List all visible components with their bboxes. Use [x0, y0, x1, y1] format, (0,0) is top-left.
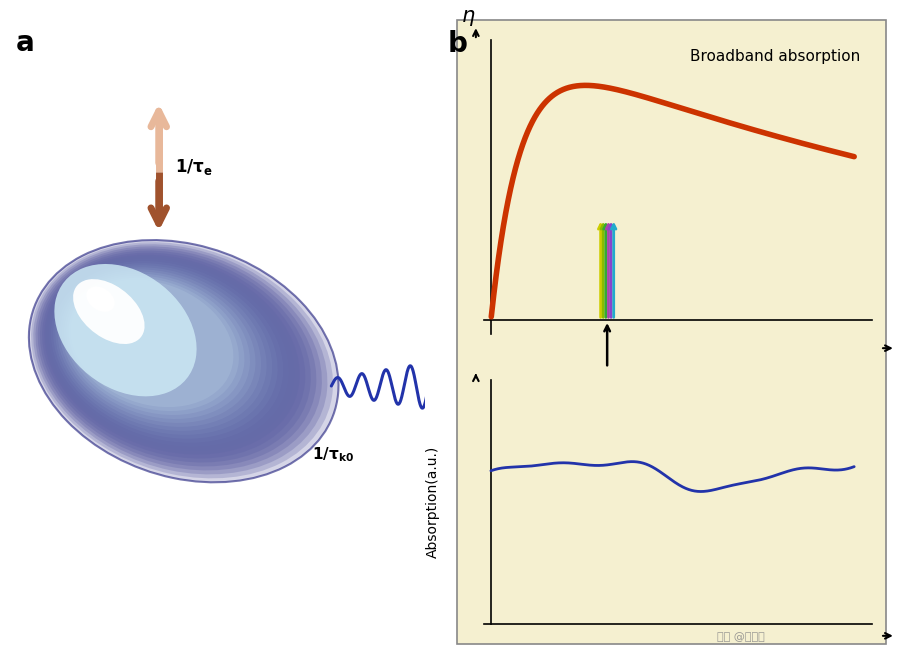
Text: a: a — [15, 29, 34, 57]
Text: $\mathbf{1/\tau_e}$: $\mathbf{1/\tau_e}$ — [175, 157, 213, 177]
Ellipse shape — [55, 265, 272, 435]
Ellipse shape — [58, 267, 266, 431]
Ellipse shape — [35, 246, 321, 470]
Ellipse shape — [40, 251, 311, 462]
Ellipse shape — [31, 242, 332, 478]
Ellipse shape — [38, 248, 316, 466]
Text: $1/\tau_e$: $1/\tau_e$ — [591, 379, 622, 398]
Ellipse shape — [33, 244, 327, 474]
Ellipse shape — [51, 261, 283, 443]
Ellipse shape — [53, 263, 277, 439]
Ellipse shape — [62, 271, 256, 423]
Ellipse shape — [64, 273, 250, 419]
Text: $\mathbf{1/\tau_{k0}}$: $\mathbf{1/\tau_{k0}}$ — [312, 445, 354, 464]
Ellipse shape — [86, 286, 115, 312]
Text: Broadband absorption: Broadband absorption — [690, 49, 860, 64]
Text: $\eta$: $\eta$ — [461, 8, 475, 28]
Ellipse shape — [60, 269, 261, 427]
Ellipse shape — [54, 264, 196, 396]
Ellipse shape — [49, 259, 288, 447]
Ellipse shape — [66, 275, 244, 415]
Text: 头条 @博科园: 头条 @博科园 — [717, 632, 764, 642]
Ellipse shape — [46, 257, 293, 451]
Ellipse shape — [29, 240, 338, 482]
Ellipse shape — [42, 253, 305, 458]
Ellipse shape — [70, 280, 233, 407]
Ellipse shape — [44, 255, 300, 455]
Ellipse shape — [73, 279, 144, 344]
Text: Absorption(a.u.): Absorption(a.u.) — [425, 446, 440, 558]
Ellipse shape — [69, 278, 238, 411]
Text: b: b — [447, 30, 467, 58]
